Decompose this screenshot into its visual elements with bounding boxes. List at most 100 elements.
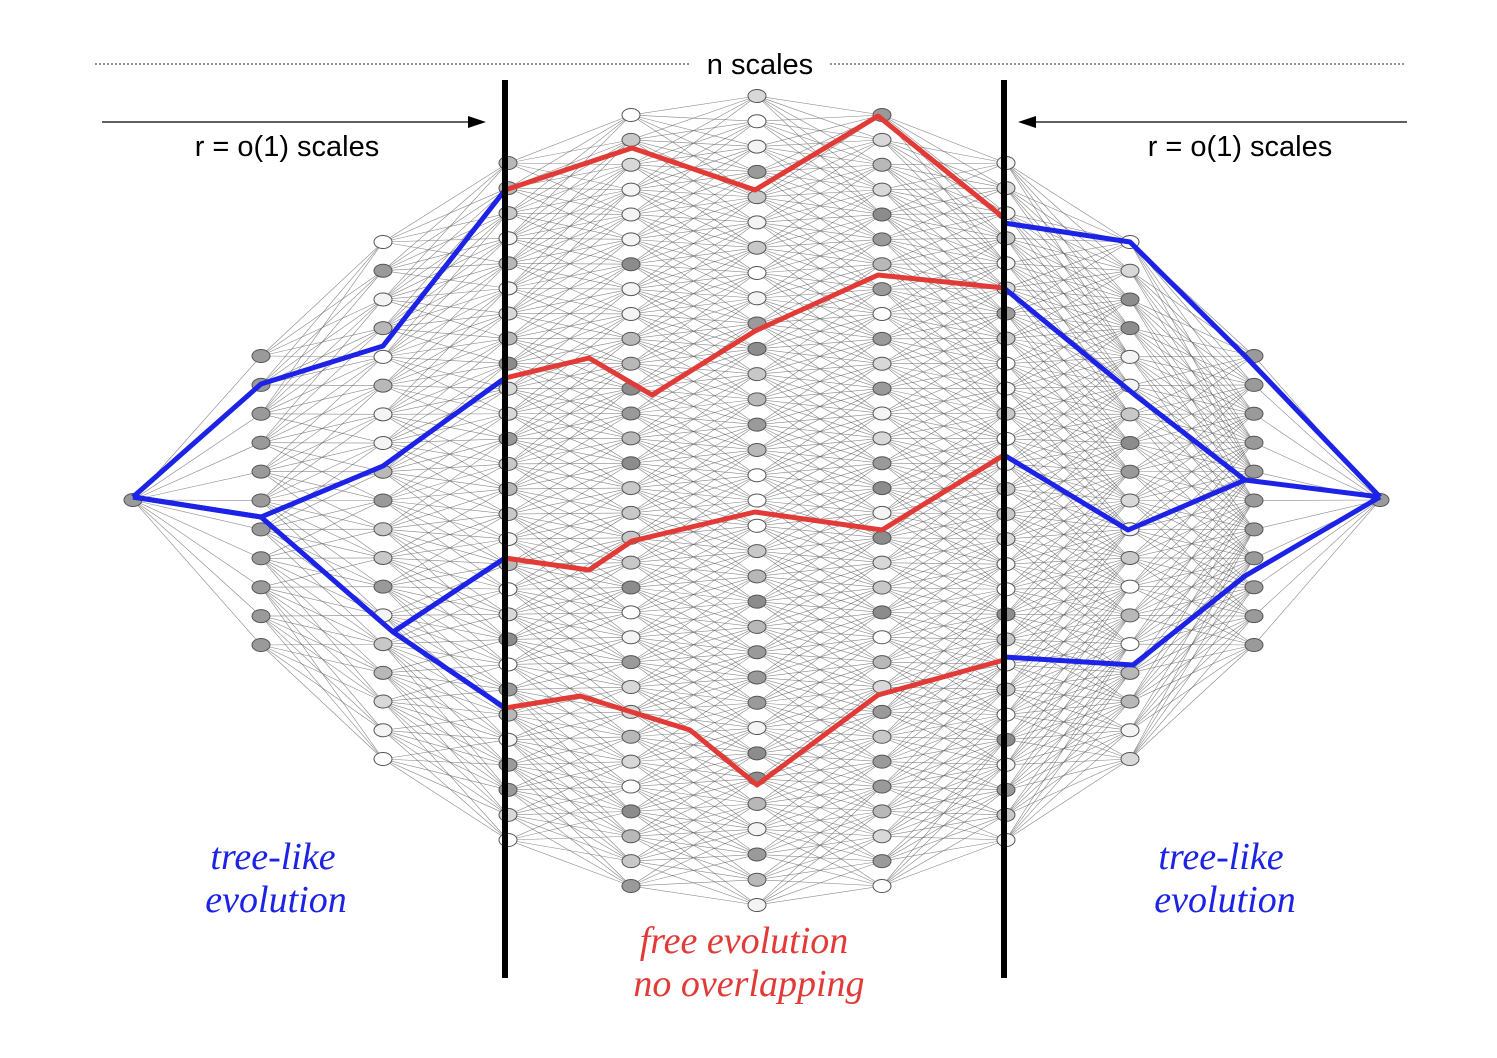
network-edge	[1129, 442, 1255, 587]
network-edge	[260, 385, 384, 501]
network-node	[251, 349, 271, 363]
network-edge	[382, 385, 509, 440]
network-node	[1244, 493, 1264, 508]
network-edge	[260, 414, 384, 501]
network-edge	[507, 761, 632, 791]
network-edge	[260, 241, 384, 386]
network-edge	[630, 95, 758, 190]
network-node	[251, 493, 271, 508]
network-node	[621, 282, 641, 297]
network-node	[621, 257, 641, 272]
network-node	[872, 854, 892, 869]
network-edge	[756, 612, 883, 678]
network-edge	[132, 413, 262, 501]
network-edge	[630, 424, 758, 489]
network-node	[373, 292, 393, 307]
network-edge	[507, 686, 632, 715]
network-edge	[507, 835, 632, 841]
network-node	[872, 431, 892, 446]
network-edge	[1005, 212, 1131, 386]
network-edge	[382, 237, 509, 272]
network-edge	[1005, 313, 1131, 444]
network-node	[621, 108, 641, 122]
network-edge	[382, 730, 509, 841]
network-edge	[382, 672, 509, 690]
network-edge	[382, 388, 509, 415]
network-edge	[382, 212, 509, 271]
network-edge	[1005, 187, 1131, 300]
network-edge	[507, 587, 632, 640]
network-edge	[1005, 413, 1131, 501]
network-edge	[881, 313, 1007, 364]
network-edge	[630, 121, 758, 190]
network-edge	[382, 586, 509, 665]
network-edge	[260, 385, 384, 472]
network-edge	[1005, 588, 1131, 616]
network-edge	[260, 299, 384, 415]
network-node	[872, 132, 892, 147]
network-edge	[382, 586, 509, 615]
network-edge	[756, 388, 883, 476]
network-edge	[756, 512, 883, 577]
network-edge	[382, 513, 509, 587]
network-edge	[1005, 614, 1131, 616]
network-node	[872, 331, 892, 346]
network-edge	[382, 730, 509, 791]
network-edge	[756, 164, 883, 223]
network-edge	[881, 589, 1007, 713]
network-edge	[630, 576, 758, 663]
network-edge	[1129, 384, 1255, 473]
network-edge	[1005, 488, 1131, 530]
network-edge	[756, 587, 883, 678]
network-node	[1244, 580, 1264, 595]
network-edge	[881, 563, 1007, 663]
network-edge	[1005, 528, 1131, 615]
network-edge	[756, 363, 883, 451]
network-edge	[382, 238, 509, 358]
network-edge	[1005, 388, 1131, 415]
network-edge	[382, 758, 509, 841]
network-node	[1244, 522, 1264, 537]
network-edge	[630, 247, 758, 340]
network-edge	[382, 500, 509, 540]
network-node	[747, 493, 767, 508]
network-edge	[756, 736, 883, 805]
network-edge	[1129, 529, 1255, 760]
network-edge	[382, 701, 509, 715]
network-edge	[1005, 500, 1131, 515]
network-edge	[1005, 263, 1131, 386]
network-edge	[382, 270, 509, 289]
network-edge	[881, 388, 1007, 439]
network-edge	[756, 786, 883, 855]
network-edge	[1005, 689, 1131, 760]
network-edge	[1005, 643, 1131, 791]
network-edge	[630, 727, 758, 812]
network-edge	[1005, 442, 1131, 465]
network-edge	[881, 488, 1007, 563]
network-edge	[630, 196, 758, 290]
network-edge	[1005, 385, 1131, 490]
network-edge	[1005, 438, 1131, 559]
network-node	[872, 456, 892, 471]
network-node	[747, 898, 767, 912]
network-edge	[382, 338, 509, 415]
network-edge	[382, 672, 509, 816]
network-edge	[507, 462, 632, 540]
network-node	[621, 804, 641, 819]
network-edge	[507, 786, 632, 841]
network-edge	[881, 363, 1007, 439]
network-edge	[1005, 414, 1131, 465]
network-edge	[881, 513, 1007, 588]
network-edge	[1005, 263, 1131, 358]
network-edge	[260, 327, 384, 443]
network-node	[621, 157, 641, 172]
network-edge	[1005, 758, 1131, 766]
network-node	[1244, 406, 1264, 421]
network-node	[621, 655, 641, 670]
network-edge	[1005, 538, 1131, 645]
network-edge	[881, 237, 1007, 290]
network-node	[747, 341, 767, 356]
network-edge	[382, 488, 509, 559]
network-edge	[507, 313, 632, 389]
network-edge	[1129, 471, 1255, 616]
